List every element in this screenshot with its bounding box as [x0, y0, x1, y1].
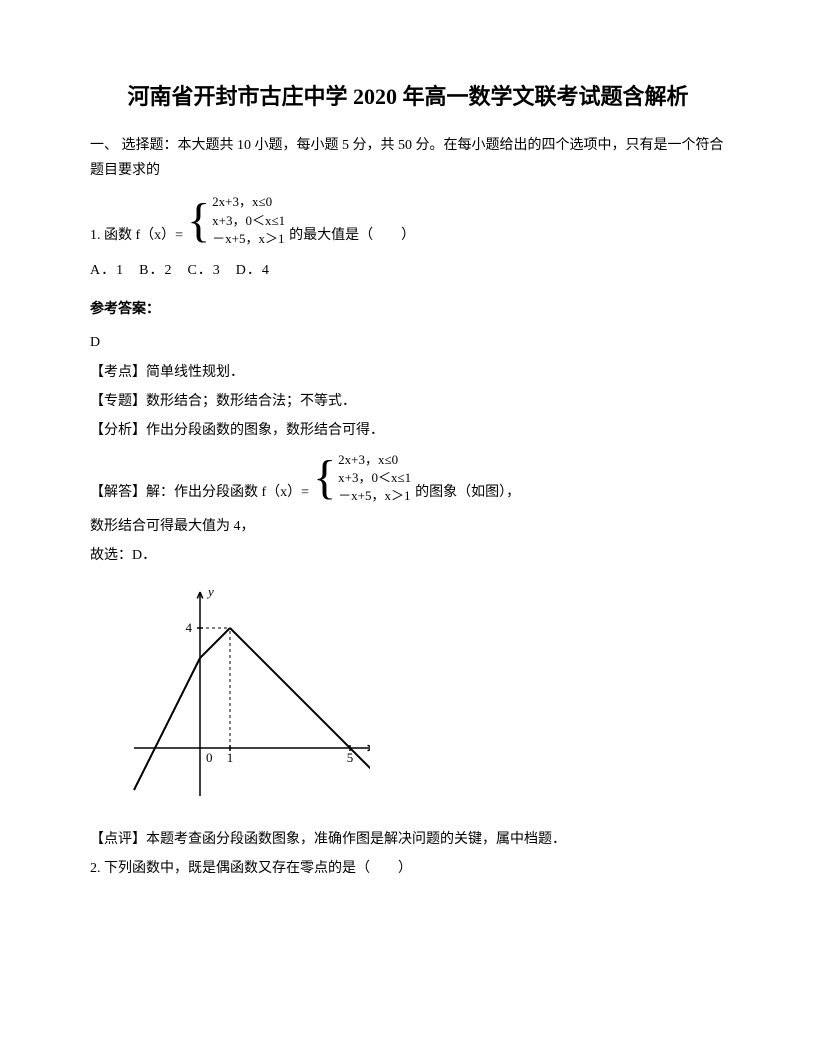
jieda-line2: 数形结合可得最大值为 4，: [90, 514, 726, 539]
jieda-line3: 故选：D．: [90, 543, 726, 568]
zhuanti: 【专题】数形结合；数形结合法；不等式．: [90, 389, 726, 414]
fenxi: 【分析】作出分段函数的图象，数形结合可得．: [90, 418, 726, 443]
q1-case2: x+3，0＜x≤1: [212, 212, 285, 230]
question-1: 1. 函数 f（x）= { 2x+3，x≤0 x+3，0＜x≤1 －x+5，x＞…: [90, 193, 726, 248]
svg-text:4: 4: [186, 620, 193, 635]
kaodian: 【考点】简单线性规划．: [90, 360, 726, 385]
page-title: 河南省开封市古庄中学 2020 年高一数学文联考试题含解析: [90, 80, 726, 113]
jieda-suffix: 的图象（如图），: [415, 480, 520, 505]
jieda-line1: 【解答】解：作出分段函数 f（x）= { 2x+3，x≤0 x+3，0＜x≤1 …: [90, 451, 726, 506]
svg-text:1: 1: [227, 750, 234, 765]
svg-text:0: 0: [206, 750, 213, 765]
jieda-case2: x+3，0＜x≤1: [338, 469, 411, 487]
q1-prefix: 1. 函数 f（x）=: [90, 223, 183, 248]
q1-piecewise: { 2x+3，x≤0 x+3，0＜x≤1 －x+5，x＞1: [187, 193, 285, 248]
dianping: 【点评】本题考查函分段函数图象，准确作图是解决问题的关键，属中档题．: [90, 827, 726, 852]
svg-text:5: 5: [347, 750, 354, 765]
jieda-case1: 2x+3，x≤0: [338, 451, 411, 469]
answer-value: D: [90, 330, 726, 355]
question-2: 2. 下列函数中，既是偶函数又存在零点的是（ ）: [90, 856, 726, 881]
section-1-header: 一、 选择题：本大题共 10 小题，每小题 5 分，共 50 分。在每小题给出的…: [90, 133, 726, 183]
svg-text:y: y: [206, 584, 214, 599]
q1-case3: －x+5，x＞1: [212, 230, 285, 248]
left-brace-icon: {: [313, 454, 336, 502]
function-graph: xy0154: [110, 578, 726, 817]
jieda-piecewise: { 2x+3，x≤0 x+3，0＜x≤1 －x+5，x＞1: [313, 451, 411, 506]
q1-suffix: 的最大值是（ ）: [289, 223, 415, 248]
left-brace-icon: {: [187, 197, 210, 245]
jieda-case3: －x+5，x＞1: [338, 487, 411, 505]
q1-options: A．1 B．2 C．3 D．4: [90, 258, 726, 283]
jieda-prefix: 【解答】解：作出分段函数 f（x）=: [90, 480, 309, 505]
answer-label: 参考答案：: [90, 297, 726, 322]
q1-case1: 2x+3，x≤0: [212, 193, 285, 211]
